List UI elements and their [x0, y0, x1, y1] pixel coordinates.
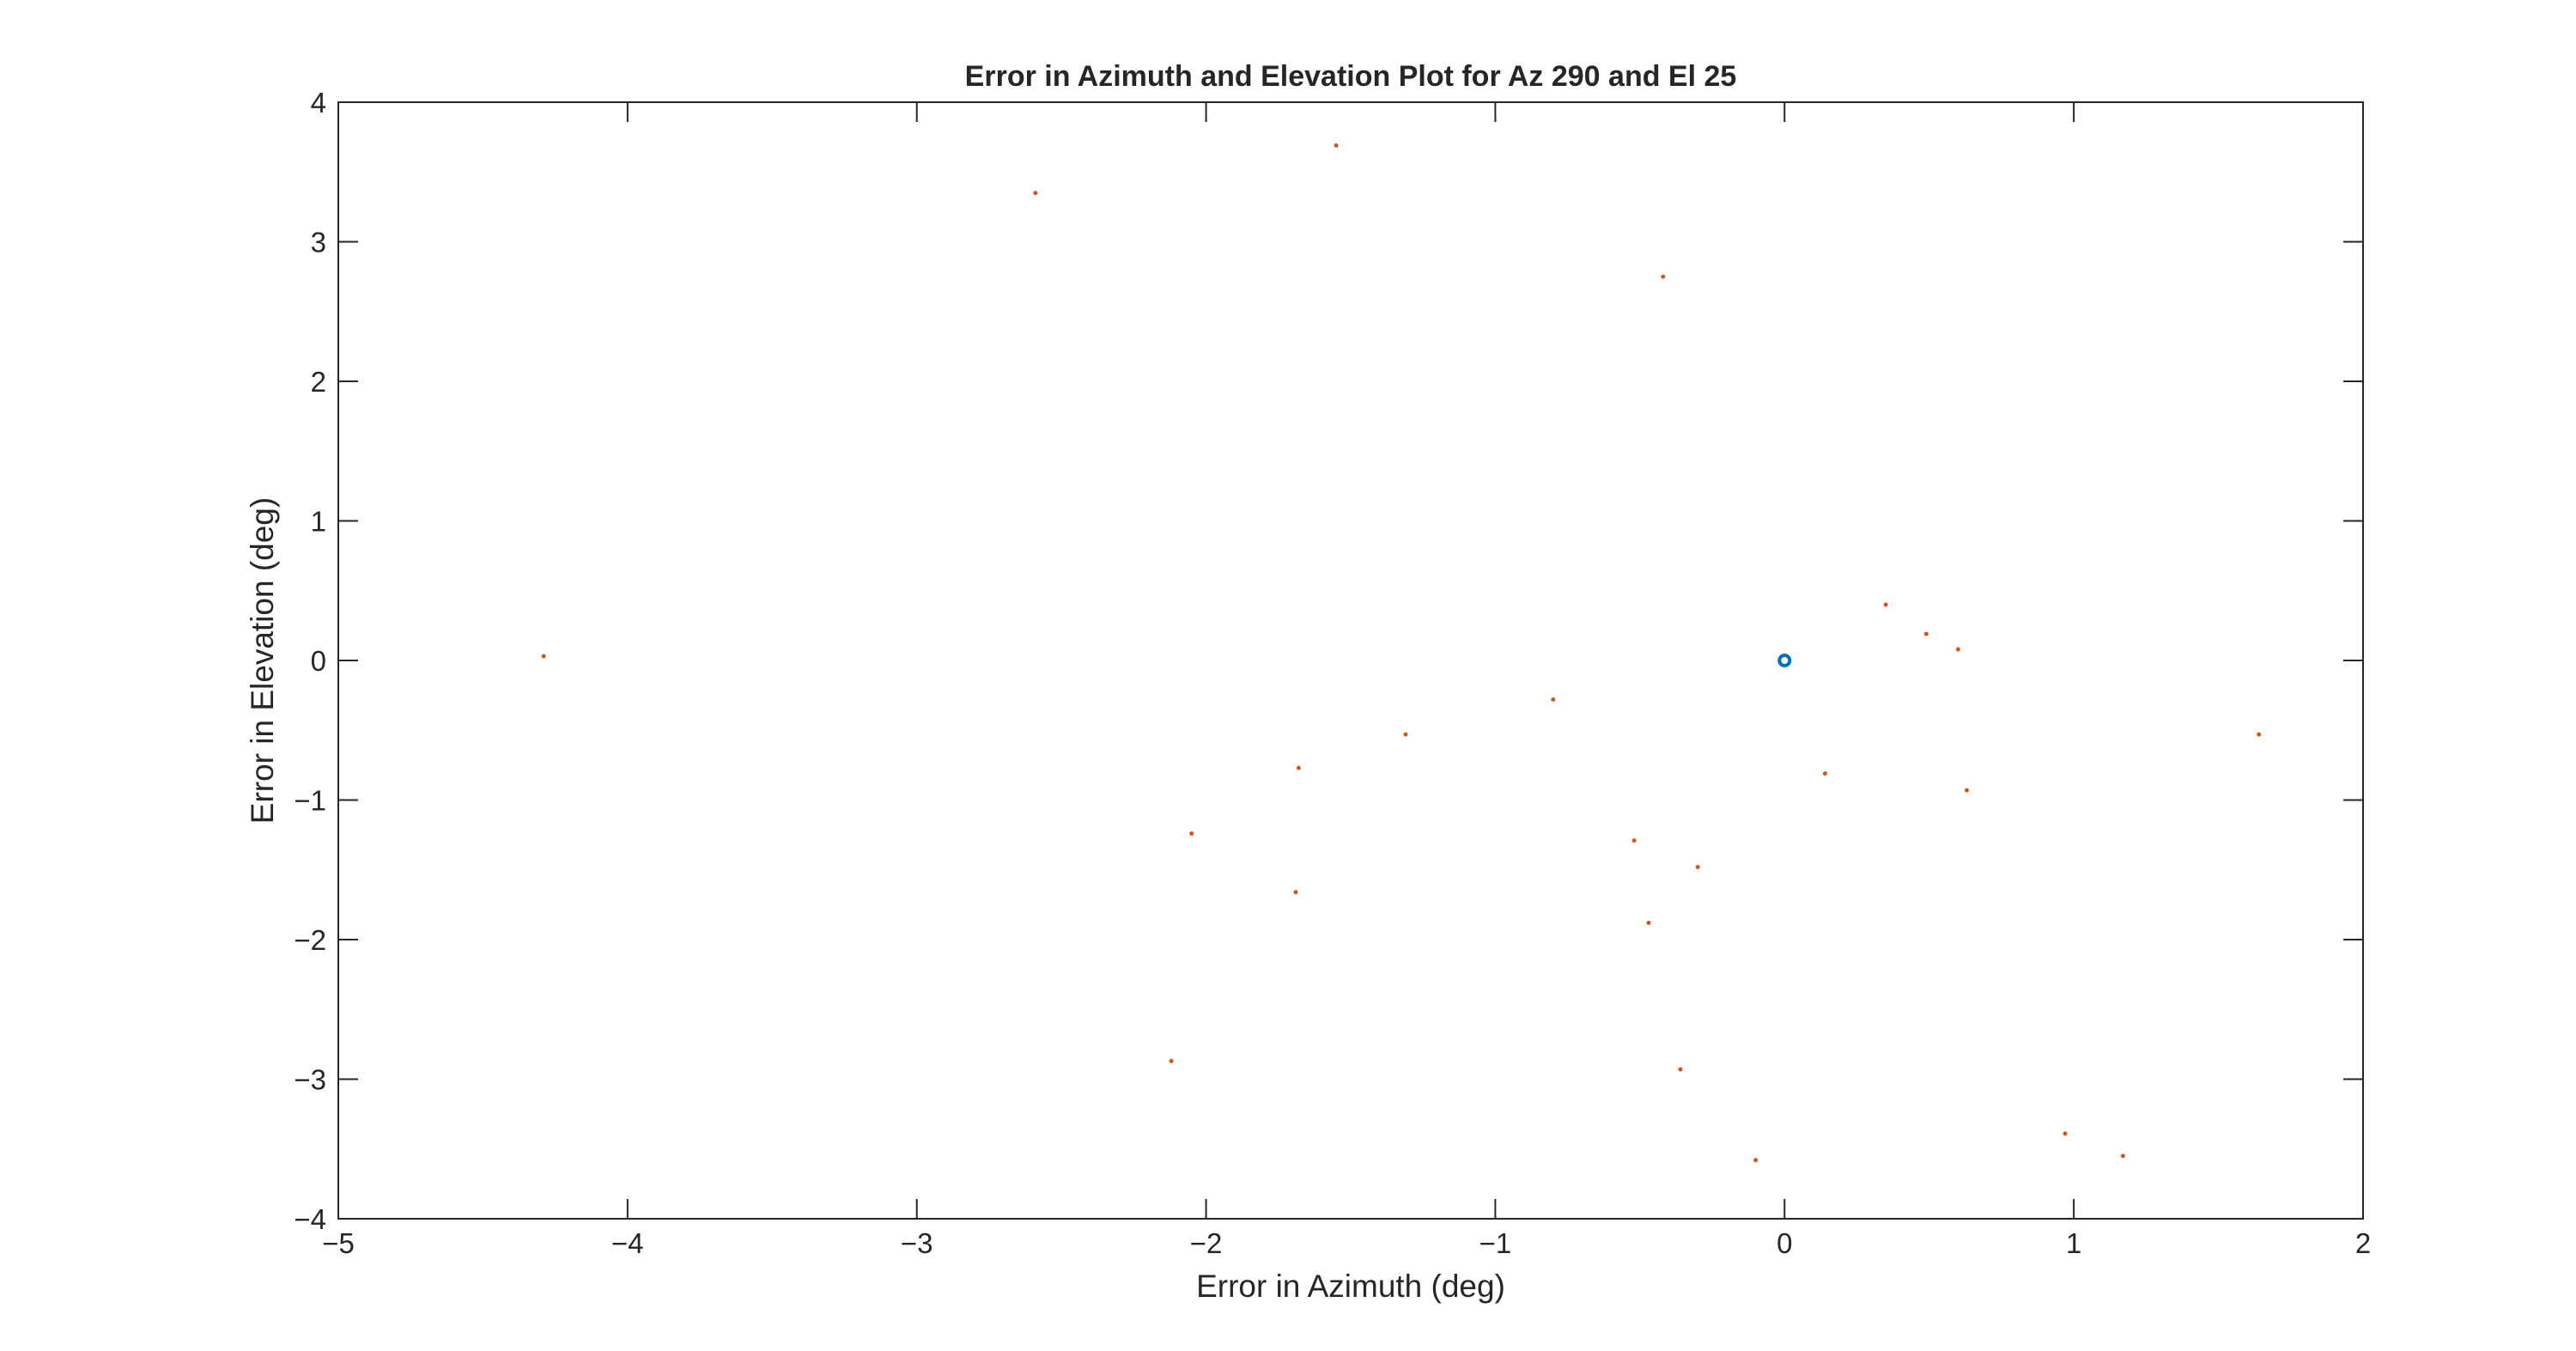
x-tick-label: −3: [901, 1227, 933, 1259]
error-point: [1189, 831, 1194, 836]
error-point: [1883, 602, 1888, 607]
chart-title: Error in Azimuth and Elevation Plot for …: [965, 60, 1737, 93]
error-point: [541, 654, 546, 659]
x-tick-label: −1: [1479, 1227, 1512, 1259]
y-tick-label: 3: [311, 227, 326, 259]
x-tick-label: −5: [322, 1227, 355, 1259]
error-point: [1923, 631, 1929, 636]
x-tick-label: −4: [611, 1227, 644, 1259]
error-point: [1169, 1058, 1174, 1063]
error-point: [1695, 865, 1700, 869]
y-axis-label: Error in Elevation (deg): [245, 497, 280, 824]
x-tick-label: 1: [2066, 1227, 2081, 1259]
error-point: [1296, 765, 1301, 770]
error-point: [1965, 788, 1970, 793]
y-tick-label: −1: [294, 785, 326, 817]
x-tick-label: 2: [2355, 1227, 2371, 1259]
error-point: [1334, 143, 1339, 148]
y-tick-label: 2: [311, 366, 326, 398]
data-points: [541, 143, 2262, 1163]
y-tick-labels: −4 −3 −2 −1 0 1 2 3 4: [294, 87, 326, 1235]
y-tick-label: −4: [294, 1203, 326, 1235]
error-point: [1403, 732, 1408, 737]
y-tick-label: −3: [294, 1064, 326, 1096]
x-tick-label: 0: [1777, 1227, 1792, 1259]
error-point: [2063, 1131, 2068, 1136]
x-tick-label: −2: [1190, 1227, 1223, 1259]
y-tick-label: 1: [311, 506, 326, 538]
error-point: [1293, 890, 1298, 895]
x-tick-labels: −5 −4 −3 −2 −1 0 1 2: [322, 1227, 2371, 1259]
error-point: [1646, 921, 1651, 925]
error-point: [2257, 732, 2262, 737]
error-point: [1631, 838, 1637, 843]
error-point: [1955, 647, 1960, 652]
y-tick-label: 4: [311, 87, 326, 119]
x-axis-label: Error in Azimuth (deg): [1196, 1269, 1505, 1304]
error-point: [1661, 274, 1666, 279]
error-point: [1678, 1067, 1683, 1072]
plot-area: [337, 101, 2364, 1220]
y-tick-label: −2: [294, 924, 326, 956]
error-point: [1753, 1158, 1759, 1163]
error-point: [1822, 771, 1827, 776]
origin-marker: [1777, 654, 1792, 667]
error-point: [2120, 1153, 2125, 1159]
error-point: [1551, 697, 1556, 702]
error-point: [1033, 191, 1038, 196]
y-tick-label: 0: [311, 645, 326, 677]
axis-ticks: [337, 101, 2364, 1220]
